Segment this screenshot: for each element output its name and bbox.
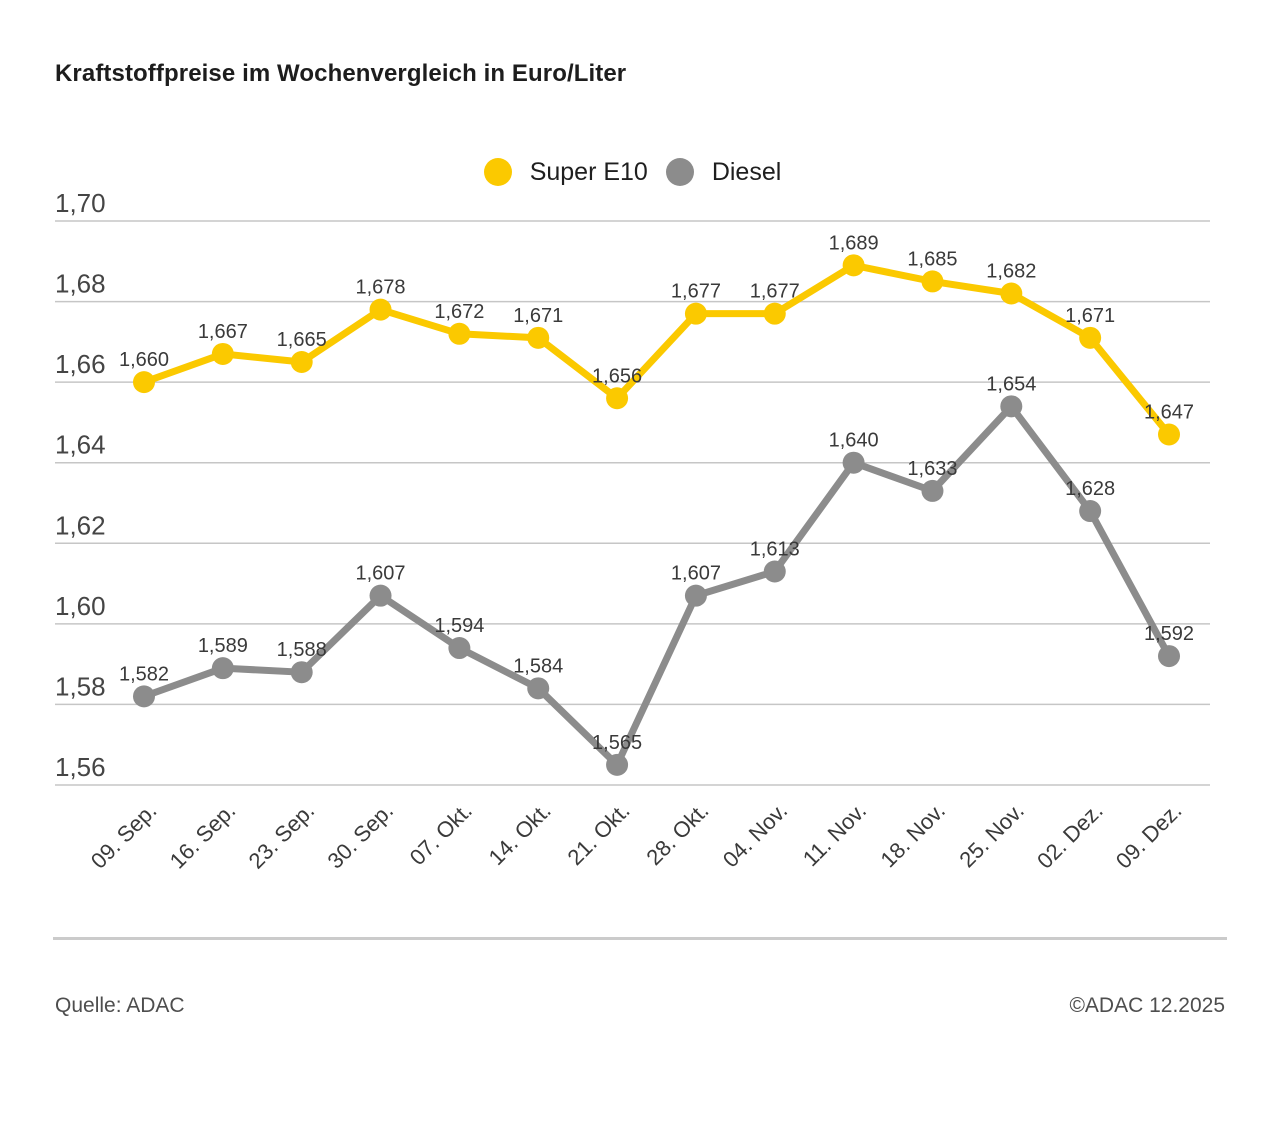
- data-point-super-e10: [211, 342, 234, 365]
- series-line-super-e10: [142, 261, 1172, 437]
- data-point-super-e10: [606, 387, 629, 410]
- data-point-diesel: [684, 584, 707, 607]
- y-tick-label: 1,64: [55, 430, 106, 460]
- data-value-label-diesel: 1,594: [434, 615, 484, 637]
- data-value-label-super-e10: 1,671: [513, 305, 563, 327]
- legend-item-super-e10: Super E10: [483, 157, 648, 187]
- x-tick-label: 18. Nov.: [876, 798, 950, 872]
- x-tick-label: 25. Nov.: [954, 798, 1028, 872]
- x-tick-label: 07. Okt.: [405, 798, 477, 870]
- data-point-diesel: [211, 657, 234, 680]
- data-value-label-super-e10: 1,667: [198, 321, 248, 343]
- legend-label-super-e10: Super E10: [529, 157, 648, 186]
- legend: Super E10 Diesel: [55, 156, 1210, 188]
- data-value-label-diesel: 1,589: [198, 635, 248, 657]
- x-tick-label: 09. Dez.: [1111, 798, 1187, 874]
- x-tick-label: 30. Sep.: [322, 798, 398, 874]
- x-tick-label: 16. Sep.: [165, 798, 241, 874]
- chart-title: Kraftstoffpreise im Wochenvergleich in E…: [55, 60, 627, 87]
- x-tick-label: 21. Okt.: [562, 798, 634, 870]
- y-tick-label: 1,60: [55, 591, 106, 621]
- data-value-label-super-e10: 1,671: [1065, 305, 1115, 327]
- y-tick-label: 1,66: [55, 349, 106, 379]
- data-value-label-diesel: 1,592: [1144, 623, 1194, 645]
- data-value-label-diesel: 1,565: [592, 732, 642, 754]
- data-value-label-diesel: 1,628: [1065, 478, 1115, 500]
- data-value-label-super-e10: 1,677: [750, 281, 800, 303]
- series-line-diesel: [142, 400, 1173, 771]
- copyright-text: ©ADAC 12.2025: [1069, 994, 1225, 1017]
- legend-dot-super-e10-icon: [483, 158, 512, 186]
- data-value-label-super-e10: 1,682: [986, 261, 1036, 283]
- data-value-label-diesel: 1,584: [513, 655, 563, 677]
- data-point-diesel: [921, 479, 944, 502]
- data-point-diesel: [606, 753, 629, 776]
- data-value-label-diesel: 1,582: [119, 663, 169, 685]
- data-value-label-super-e10: 1,656: [592, 365, 642, 387]
- data-point-super-e10: [133, 371, 155, 394]
- x-tick-label: 09. Sep.: [86, 798, 162, 874]
- data-point-super-e10: [527, 326, 550, 349]
- data-point-diesel: [369, 584, 392, 607]
- y-tick-label: 1,56: [55, 752, 106, 782]
- data-point-super-e10: [290, 351, 313, 373]
- data-point-super-e10: [842, 254, 865, 277]
- data-point-diesel: [1079, 500, 1102, 523]
- source-text: Quelle: ADAC: [55, 994, 185, 1017]
- data-point-diesel: [290, 661, 313, 684]
- data-value-label-super-e10: 1,660: [119, 349, 169, 371]
- data-value-label-super-e10: 1,647: [1144, 402, 1194, 424]
- data-value-label-super-e10: 1,665: [277, 329, 327, 351]
- data-value-label-diesel: 1,613: [750, 538, 800, 560]
- x-tick-label: 28. Okt.: [641, 798, 713, 870]
- data-value-label-diesel: 1,588: [277, 639, 327, 661]
- data-value-label-diesel: 1,640: [829, 430, 879, 452]
- data-point-super-e10: [1000, 282, 1023, 305]
- data-point-diesel: [842, 451, 865, 474]
- data-point-super-e10: [1158, 423, 1180, 446]
- footer: Quelle: ADAC ©ADAC 12.2025: [55, 994, 1225, 1018]
- legend-item-diesel: Diesel: [665, 157, 782, 187]
- data-point-diesel: [763, 560, 786, 583]
- y-tick-label: 1,62: [55, 510, 106, 540]
- data-value-label-diesel: 1,654: [986, 373, 1036, 395]
- data-point-diesel: [1158, 645, 1180, 668]
- data-value-label-diesel: 1,607: [356, 563, 406, 585]
- footer-divider: [53, 937, 1227, 940]
- x-tick-label: 04. Nov.: [718, 798, 792, 872]
- data-point-diesel: [448, 637, 471, 660]
- data-point-diesel: [1000, 395, 1023, 418]
- y-tick-label: 1,68: [55, 269, 106, 299]
- data-point-diesel: [527, 677, 550, 700]
- x-tick-label: 14. Okt.: [484, 798, 556, 870]
- data-point-super-e10: [1079, 326, 1102, 349]
- y-tick-label: 1,58: [55, 671, 106, 701]
- x-tick-label: 02. Dez.: [1032, 798, 1108, 874]
- data-point-diesel: [133, 685, 155, 708]
- x-tick-label: 23. Sep.: [244, 798, 320, 874]
- data-point-super-e10: [763, 302, 786, 325]
- data-point-super-e10: [369, 298, 392, 321]
- y-tick-label: 1,70: [55, 188, 106, 218]
- data-value-label-super-e10: 1,689: [829, 232, 879, 254]
- x-tick-label: 11. Nov.: [798, 798, 871, 871]
- data-value-label-super-e10: 1,685: [907, 248, 957, 270]
- data-value-label-diesel: 1,633: [907, 458, 957, 480]
- data-point-super-e10: [921, 270, 944, 293]
- data-point-super-e10: [448, 322, 471, 345]
- data-value-label-super-e10: 1,672: [434, 301, 484, 323]
- data-value-label-diesel: 1,607: [671, 563, 721, 585]
- data-value-label-super-e10: 1,678: [356, 277, 406, 299]
- legend-label-diesel: Diesel: [711, 157, 782, 186]
- data-value-label-super-e10: 1,677: [671, 281, 721, 303]
- data-point-super-e10: [684, 302, 707, 325]
- legend-dot-diesel-icon: [665, 158, 694, 186]
